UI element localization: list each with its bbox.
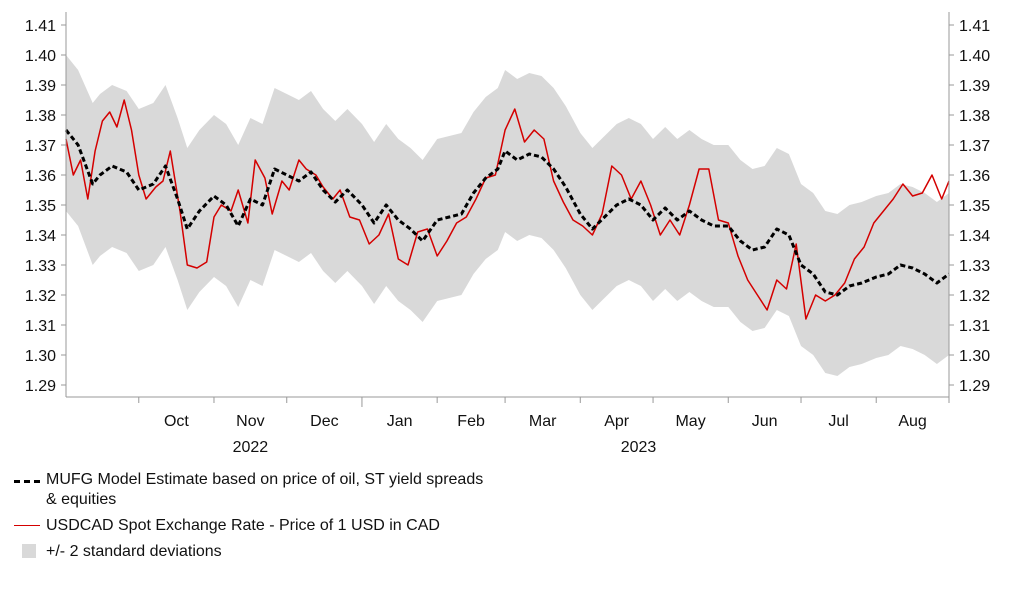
- y-tick-label-right: 1.40: [959, 48, 990, 65]
- y-tick-label-right: 1.39: [959, 78, 990, 95]
- legend-swatch-dashed-black: [14, 470, 40, 488]
- chart-legend: MUFG Model Estimate based on price of oi…: [14, 470, 483, 568]
- x-month-label: Apr: [604, 413, 630, 430]
- std-dev-band: [66, 55, 949, 376]
- legend-label-band: +/- 2 standard deviations: [46, 543, 222, 560]
- y-tick-label-left: 1.30: [25, 348, 56, 365]
- x-month-label: Feb: [457, 413, 485, 430]
- y-tick-label-right: 1.38: [959, 108, 990, 125]
- y-tick-label-right: 1.33: [959, 258, 990, 275]
- legend-label-spot: USDCAD Spot Exchange Rate - Price of 1 U…: [46, 517, 440, 534]
- x-year-label: 2023: [621, 439, 657, 456]
- y-tick-label-left: 1.31: [25, 318, 56, 335]
- y-tick-label-left: 1.41: [25, 18, 56, 35]
- legend-item-spot: USDCAD Spot Exchange Rate - Price of 1 U…: [14, 516, 483, 536]
- y-tick-label-left: 1.35: [25, 198, 56, 215]
- x-month-label: Dec: [310, 413, 338, 430]
- legend-item-band: +/- 2 standard deviations: [14, 542, 483, 562]
- x-month-label: May: [675, 413, 705, 430]
- series-lines-layer: [64, 99, 950, 320]
- y-tick-label-right: 1.29: [959, 378, 990, 395]
- legend-item-model: MUFG Model Estimate based on price of oi…: [14, 470, 483, 510]
- x-month-label: Mar: [529, 413, 557, 430]
- y-tick-label-left: 1.37: [25, 138, 56, 155]
- y-tick-label-right: 1.35: [959, 198, 990, 215]
- x-month-label: Nov: [236, 413, 264, 430]
- x-month-label: Jul: [828, 413, 848, 430]
- y-tick-label-right: 1.31: [959, 318, 990, 335]
- y-tick-label-left: 1.34: [25, 228, 56, 245]
- legend-label-model: MUFG Model Estimate based on price of oi…: [46, 471, 484, 488]
- x-month-label: Jan: [387, 413, 413, 430]
- x-month-label: Jun: [752, 413, 778, 430]
- y-tick-label-left: 1.32: [25, 288, 56, 305]
- y-tick-label-left: 1.40: [25, 48, 56, 65]
- usdcad-chart: 1.41 1.41 1.40 1.40 1.39 1.39 1.38 1.38 1.37 1.37…: [25, 12, 990, 456]
- legend-swatch-grey-box: [14, 542, 40, 560]
- legend-label-model-cont: & equities: [46, 491, 117, 508]
- x-year-label: 2022: [233, 439, 269, 456]
- y-tick-label-left: 1.33: [25, 258, 56, 275]
- legend-swatch-red-line: [14, 516, 40, 534]
- axes-layer: 1.41 1.41 1.40 1.40 1.39 1.39 1.38 1.38 1.37 1.37…: [25, 12, 990, 456]
- y-tick-label-right: 1.37: [959, 138, 990, 155]
- std-dev-band-layer: [66, 55, 949, 376]
- y-tick-label-left: 1.36: [25, 168, 56, 185]
- y-tick-label-left: 1.29: [25, 378, 56, 395]
- x-month-label: Oct: [164, 413, 189, 430]
- y-tick-label-right: 1.41: [959, 18, 990, 35]
- x-month-label: Aug: [898, 413, 926, 430]
- y-tick-label-right: 1.34: [959, 228, 990, 245]
- y-tick-label-right: 1.30: [959, 348, 990, 365]
- y-tick-label-right: 1.36: [959, 168, 990, 185]
- y-tick-label-left: 1.39: [25, 78, 56, 95]
- y-tick-label-left: 1.38: [25, 108, 56, 125]
- y-tick-label-right: 1.32: [959, 288, 990, 305]
